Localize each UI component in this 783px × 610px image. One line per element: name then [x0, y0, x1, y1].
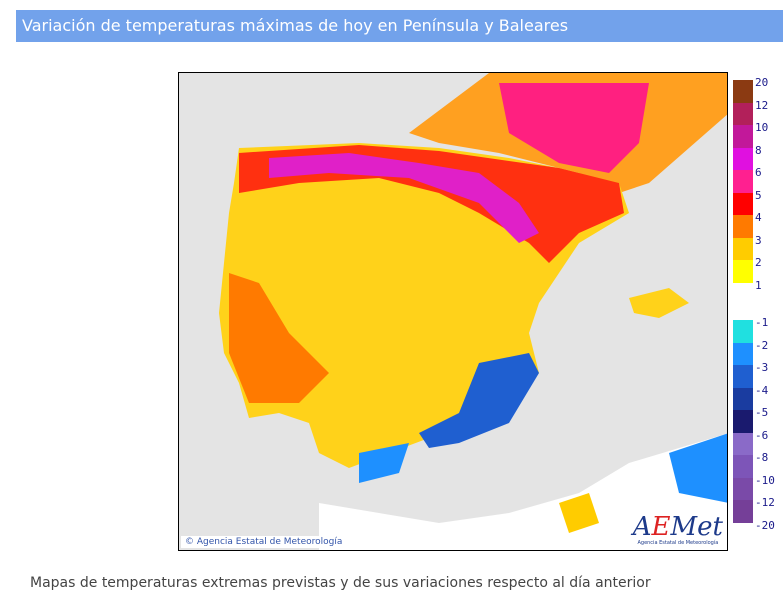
legend-swatch — [733, 432, 753, 455]
legend-swatch — [733, 80, 753, 103]
legend-label: 3 — [755, 233, 762, 247]
legend-swatch — [733, 260, 753, 283]
legend-swatch — [733, 500, 753, 523]
legend-label: 10 — [755, 121, 769, 134]
copyright-label: © Agencia Estatal de Meteorología — [181, 536, 347, 548]
legend-label: -20 — [755, 518, 775, 532]
legend-swatch — [733, 410, 753, 433]
legend-label: 8 — [755, 143, 762, 157]
caption: Mapas de temperaturas extremas previstas… — [30, 575, 651, 591]
legend-swatch — [733, 522, 753, 545]
legend-label: -6 — [755, 428, 769, 442]
legend-swatch — [733, 192, 753, 215]
legend-swatch — [733, 320, 753, 343]
map-graphic — [219, 73, 727, 550]
france-hot-zone — [499, 83, 649, 173]
legend-swatch — [733, 477, 753, 500]
legend-label: -12 — [755, 496, 775, 509]
legend-label: 12 — [755, 98, 769, 112]
africa-warm — [559, 493, 599, 533]
legend-swatch — [733, 125, 753, 148]
south-cool — [359, 443, 409, 483]
legend-swatch — [733, 282, 753, 305]
legend-swatch — [733, 102, 753, 125]
southeast-cool — [419, 353, 539, 448]
legend-label: -4 — [755, 383, 769, 397]
north-hot-zone — [269, 153, 539, 243]
legend-swatch — [733, 342, 753, 365]
legend-label: 2 — [755, 256, 762, 269]
legend-swatch — [733, 237, 753, 260]
legend-swatch — [733, 455, 753, 478]
legend-swatch — [733, 215, 753, 238]
africa-land — [319, 433, 727, 550]
legend-label: -8 — [755, 451, 769, 464]
aemet-logo: AEMet Agencia Estatal de Meteorología — [632, 512, 723, 546]
africa-blue — [669, 433, 727, 503]
baleares — [629, 288, 689, 318]
legend-swatch — [733, 387, 753, 410]
legend-label: 4 — [755, 211, 762, 224]
legend-label: 1 — [755, 278, 762, 292]
logo-subtext: Agencia Estatal de Meteorología — [637, 540, 719, 546]
legend-label: -10 — [755, 473, 775, 487]
legend-swatch — [733, 365, 753, 388]
legend-label: 20 — [755, 76, 769, 89]
legend-label: 5 — [755, 188, 762, 202]
legend-swatch — [733, 170, 753, 193]
west-warm — [229, 273, 329, 403]
legend-swatch — [733, 147, 753, 170]
legend-label: 6 — [755, 166, 762, 179]
legend-label: -5 — [755, 406, 769, 419]
legend-label: -3 — [755, 361, 769, 374]
legend-label: -1 — [755, 316, 769, 329]
legend-label: -2 — [755, 338, 769, 352]
temperature-variation-map: © Agencia Estatal de Meteorología AEMet … — [178, 72, 728, 551]
page-header: Variación de temperaturas máximas de hoy… — [16, 10, 783, 42]
